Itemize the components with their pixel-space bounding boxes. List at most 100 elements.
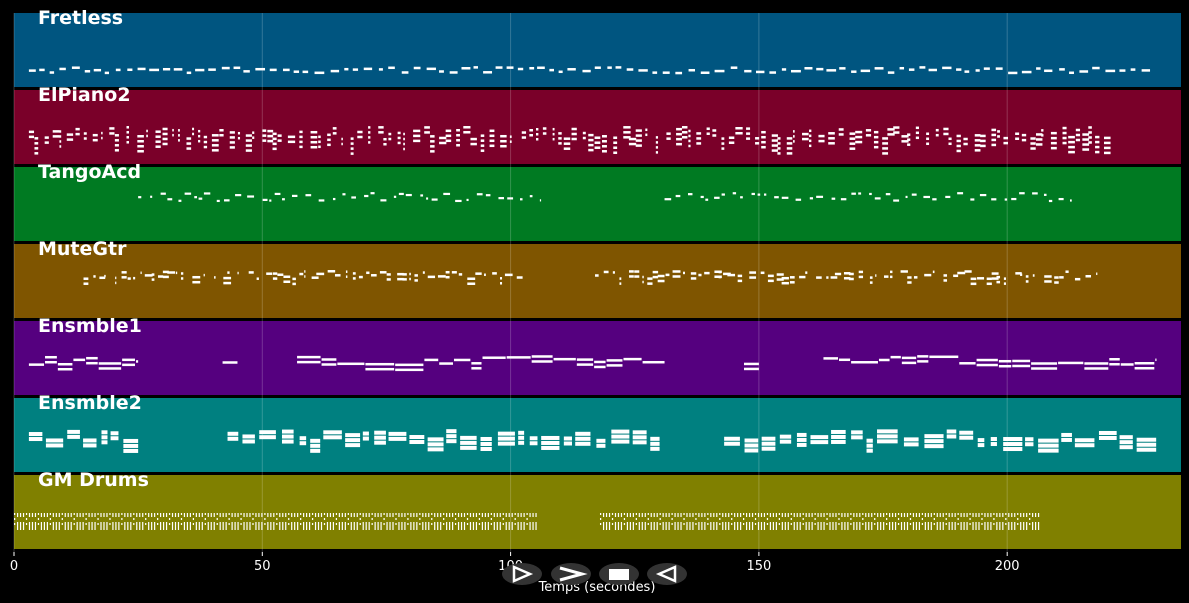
note bbox=[874, 197, 881, 200]
note bbox=[991, 198, 997, 201]
note bbox=[599, 513, 602, 515]
note bbox=[14, 523, 16, 525]
note bbox=[500, 282, 503, 285]
stop-button[interactable] bbox=[599, 563, 639, 585]
note bbox=[705, 198, 709, 201]
note bbox=[826, 513, 828, 515]
note bbox=[133, 276, 136, 280]
note bbox=[603, 270, 609, 274]
rewind-button[interactable] bbox=[647, 563, 687, 585]
note bbox=[553, 357, 576, 361]
note bbox=[297, 360, 321, 364]
note bbox=[471, 362, 482, 365]
note bbox=[869, 276, 873, 279]
note bbox=[1043, 193, 1047, 196]
note bbox=[19, 522, 22, 530]
note bbox=[903, 437, 919, 442]
note bbox=[14, 518, 16, 520]
note bbox=[978, 522, 980, 530]
note bbox=[155, 145, 161, 148]
note bbox=[523, 522, 525, 530]
note bbox=[784, 513, 786, 517]
note bbox=[993, 523, 995, 525]
note bbox=[809, 129, 812, 133]
note bbox=[267, 139, 274, 143]
note bbox=[28, 135, 35, 139]
track-background bbox=[14, 167, 1181, 241]
note bbox=[990, 522, 992, 530]
note bbox=[638, 522, 640, 530]
note bbox=[276, 513, 278, 515]
fast-forward-button[interactable] bbox=[551, 563, 591, 585]
note bbox=[809, 139, 812, 143]
note bbox=[724, 441, 740, 446]
note bbox=[1041, 134, 1044, 137]
note bbox=[320, 513, 323, 517]
note bbox=[137, 145, 144, 148]
note bbox=[267, 513, 269, 517]
note bbox=[571, 132, 577, 136]
note bbox=[227, 431, 239, 436]
note bbox=[808, 522, 810, 530]
note bbox=[240, 518, 242, 520]
note bbox=[688, 129, 691, 133]
note bbox=[957, 192, 964, 195]
note bbox=[844, 513, 846, 517]
note bbox=[304, 270, 306, 273]
note bbox=[963, 522, 965, 530]
note bbox=[814, 518, 816, 520]
note bbox=[760, 522, 763, 530]
note bbox=[122, 358, 135, 362]
note bbox=[228, 518, 230, 520]
note bbox=[744, 69, 752, 73]
play-button[interactable] bbox=[502, 563, 542, 585]
note bbox=[719, 518, 721, 520]
note bbox=[86, 361, 98, 365]
note bbox=[1130, 68, 1136, 71]
note bbox=[602, 145, 607, 148]
note bbox=[335, 523, 338, 525]
note bbox=[84, 70, 91, 73]
note bbox=[588, 143, 594, 147]
note bbox=[59, 145, 62, 148]
note bbox=[136, 513, 138, 517]
note bbox=[907, 281, 912, 284]
note bbox=[299, 441, 307, 446]
note bbox=[915, 522, 918, 530]
note bbox=[210, 513, 212, 517]
note bbox=[882, 147, 889, 150]
note bbox=[575, 436, 591, 441]
note bbox=[497, 431, 515, 436]
note bbox=[1062, 141, 1067, 145]
note bbox=[614, 513, 617, 517]
note bbox=[434, 513, 436, 517]
note bbox=[245, 134, 252, 137]
note bbox=[467, 277, 476, 280]
note bbox=[769, 513, 772, 517]
note bbox=[133, 513, 135, 515]
note bbox=[386, 513, 388, 517]
note bbox=[133, 518, 135, 520]
note bbox=[303, 522, 305, 530]
fast-forward-icon bbox=[559, 566, 588, 582]
note bbox=[162, 275, 169, 279]
note bbox=[1003, 282, 1007, 285]
note bbox=[891, 522, 894, 530]
note bbox=[655, 146, 659, 149]
note bbox=[786, 142, 793, 145]
note bbox=[1012, 364, 1031, 368]
note bbox=[138, 196, 142, 199]
note bbox=[370, 192, 375, 195]
note bbox=[162, 127, 168, 131]
note bbox=[345, 275, 348, 278]
note bbox=[930, 513, 932, 517]
note bbox=[203, 192, 211, 195]
note bbox=[853, 513, 855, 517]
note bbox=[171, 513, 174, 517]
note bbox=[793, 513, 795, 517]
note bbox=[620, 522, 623, 530]
note bbox=[832, 513, 834, 517]
note bbox=[844, 522, 846, 530]
note bbox=[118, 522, 120, 530]
note bbox=[67, 434, 80, 439]
